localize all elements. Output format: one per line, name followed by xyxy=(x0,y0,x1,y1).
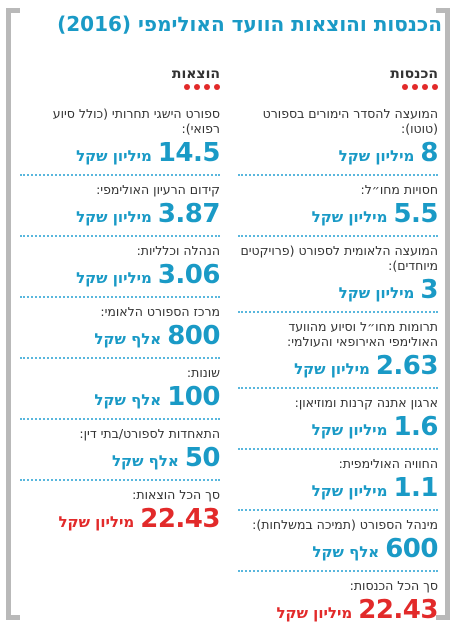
income-item: החוויה האולימפית: 1.1 מיליון שקל xyxy=(238,450,438,511)
item-value: 1.1 מיליון שקל xyxy=(238,473,439,503)
income-item: חסויות מחו״ל: 5.5 מיליון שקל xyxy=(238,176,438,237)
item-value: 2.63 מיליון שקל xyxy=(238,351,438,381)
expenses-total: סך הכל הוצאות: 22.43 מיליון שקל xyxy=(20,481,220,540)
item-label: תרומות מחו״ל וסיוע מהוועד האולימפי האירו… xyxy=(286,319,438,349)
expenses-column: הוצאות ספורט הישגי תחרותי (כולל סיוע רפו… xyxy=(20,66,221,540)
value-unit: מיליון שקל xyxy=(58,513,135,531)
value-unit: מיליון שקל xyxy=(294,360,370,378)
item-label: קידום הרעיון האולימפי: xyxy=(96,182,220,197)
value-number: 1.1 xyxy=(393,473,438,503)
item-value: 14.5 מיליון שקל xyxy=(20,138,220,168)
value-unit: מיליון שקל xyxy=(311,208,388,226)
item-value: 22.43 מיליון שקל xyxy=(238,595,438,625)
value-number: 22.43 xyxy=(140,504,220,534)
item-value: 800 אלף שקל xyxy=(20,321,220,351)
value-number: 8 xyxy=(420,138,438,168)
value-number: 1.6 xyxy=(393,412,438,442)
expenses-item: ספורט הישגי תחרותי (כולל סיוע רפואי): 14.… xyxy=(20,100,221,176)
item-label: מרכז הספורט הלאומי: xyxy=(100,304,220,319)
value-unit: מיליון שקל xyxy=(338,147,415,165)
item-label: חסויות מחו״ל: xyxy=(360,182,438,197)
value-number: 50 xyxy=(184,443,221,473)
value-unit: אלף שקל xyxy=(94,391,162,409)
income-column: הכנסות המועצה להסדר הימורים בספורט (טוטו… xyxy=(238,66,439,631)
value-unit: אלף שקל xyxy=(312,543,380,561)
income-item: המועצה הלאומית לספורט (פרויקטים מיוחדים)… xyxy=(238,237,438,313)
item-label: המועצה הלאומית לספורט (פרויקטים מיוחדים)… xyxy=(240,243,438,273)
value-number: 800 xyxy=(167,321,220,351)
item-value: 5.5 מיליון שקל xyxy=(238,199,439,229)
value-number: 2.63 xyxy=(375,351,439,381)
frame-corner xyxy=(6,8,20,13)
expenses-item: שונות: 100 אלף שקל xyxy=(20,359,220,420)
value-unit: מיליון שקל xyxy=(76,147,152,165)
item-label: ארגון אתנה קרנות ומוזיאון: xyxy=(294,395,438,410)
frame-corner xyxy=(6,615,20,620)
value-number: 3.87 xyxy=(157,199,221,229)
value-unit: מיליון שקל xyxy=(311,482,388,500)
value-unit: מיליון שקל xyxy=(76,208,152,226)
value-number: 5.5 xyxy=(393,199,438,229)
item-label: התאחדות לספורט/בתי דין: xyxy=(79,426,220,441)
item-value: 600 אלף שקל xyxy=(238,534,438,564)
item-value: 3.87 מיליון שקל xyxy=(20,199,220,229)
income-item: תרומות מחו״ל וסיוע מהוועד האולימפי האירו… xyxy=(238,313,439,389)
value-unit: מיליון שקל xyxy=(338,284,415,302)
item-label: ספורט הישגי תחרותי (כולל סיוע רפואי): xyxy=(52,106,220,136)
frame-corner xyxy=(436,8,450,13)
income-item: מינהל הספורט (תמיכה במשלחות): 600 אלף שקל xyxy=(238,511,438,572)
income-total: סך הכל הכנסות: 22.43 מיליון שקל xyxy=(238,572,438,631)
item-label: סך הכל הכנסות: xyxy=(349,578,438,593)
heading-dots xyxy=(238,84,438,90)
expenses-item: מרכז הספורט הלאומי: 800 אלף שקל xyxy=(20,298,220,359)
value-unit: מיליון שקל xyxy=(276,604,353,622)
item-label: החוויה האולימפית: xyxy=(338,456,438,471)
expenses-item: התאחדות לספורט/בתי דין: 50 אלף שקל xyxy=(20,420,221,481)
income-item: ארגון אתנה קרנות ומוזיאון: 1.6 מיליון שקל xyxy=(238,389,438,450)
expenses-item: הנהלה וכלליות: 3.06 מיליון שקל xyxy=(20,237,221,298)
value-number: 22.43 xyxy=(358,595,438,625)
item-value: 3.06 מיליון שקל xyxy=(20,260,220,290)
expenses-heading: הוצאות xyxy=(171,66,220,82)
item-value: 3 מיליון שקל xyxy=(238,275,439,305)
item-label: סך הכל הוצאות: xyxy=(132,487,220,502)
item-value: 1.6 מיליון שקל xyxy=(238,412,439,442)
value-unit: מיליון שקל xyxy=(311,421,388,439)
value-unit: אלף שקל xyxy=(94,330,162,348)
value-number: 600 xyxy=(385,534,438,564)
item-value: 100 אלף שקל xyxy=(20,382,220,412)
expenses-item: קידום הרעיון האולימפי: 3.87 מיליון שקל xyxy=(20,176,221,237)
heading-dots xyxy=(20,84,220,90)
income-heading: הכנסות xyxy=(390,66,438,82)
value-number: 3.06 xyxy=(157,260,221,290)
value-unit: מיליון שקל xyxy=(76,269,152,287)
item-label: הנהלה וכלליות: xyxy=(136,243,220,258)
item-label: שונות: xyxy=(186,365,220,380)
item-label: מינהל הספורט (תמיכה במשלחות): xyxy=(252,517,438,532)
frame-corner xyxy=(436,615,450,620)
value-unit: אלף שקל xyxy=(111,452,179,470)
income-item: המועצה להסדר הימורים בספורט (טוטו): 8 מילי… xyxy=(238,100,438,176)
page-title: הכנסות והוצאות הוועד האולימפי (2016) xyxy=(57,12,442,36)
value-number: 3 xyxy=(420,275,438,305)
value-number: 14.5 xyxy=(157,138,221,168)
item-value: 8 מיליון שקל xyxy=(238,138,439,168)
item-value: 50 אלף שקל xyxy=(20,443,221,473)
value-number: 100 xyxy=(167,382,220,412)
item-label: המועצה להסדר הימורים בספורט (טוטו): xyxy=(262,106,438,136)
infographic-frame xyxy=(6,8,450,620)
item-value: 22.43 מיליון שקל xyxy=(20,504,220,534)
